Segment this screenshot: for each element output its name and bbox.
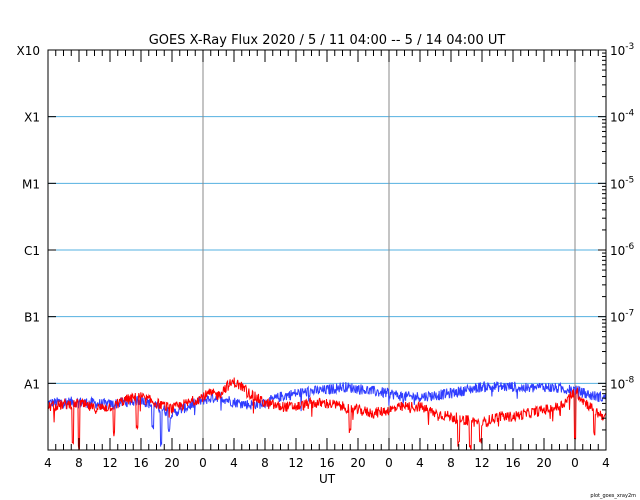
flare-class-label: A1: [24, 377, 40, 391]
x-tick-label: 20: [350, 456, 365, 470]
x-tick-label: 12: [288, 456, 303, 470]
x-tick-label: 4: [602, 456, 610, 470]
flux-scale-label: 10-6: [610, 242, 635, 258]
right-axis-labels: 10-3 10-4 10-5 10-6 10-7 10-8: [610, 42, 635, 391]
chart-title: GOES X-Ray Flux 2020 / 5 / 11 04:00 -- 5…: [149, 33, 506, 48]
x-tick-label: 0: [199, 456, 207, 470]
flare-class-label: X1: [24, 111, 40, 125]
x-tick-label: 12: [102, 456, 117, 470]
x-tick-label: 0: [571, 456, 579, 470]
x-tick-label: 4: [416, 456, 424, 470]
x-tick-label: 16: [133, 456, 148, 470]
x-tick-label: 8: [261, 456, 269, 470]
flare-class-label: C1: [24, 244, 40, 258]
flux-scale-label: 10-4: [610, 109, 635, 125]
x-axis-label: UT: [319, 472, 336, 486]
x-tick-label: 20: [164, 456, 179, 470]
x-tick-label: 4: [230, 456, 238, 470]
flare-class-label: M1: [22, 177, 40, 191]
x-tick-label: 16: [319, 456, 334, 470]
flux-scale-label: 10-3: [610, 42, 634, 58]
x-axis-tick-labels: 4 8 12 16 20 0 4 8 12 16 20 0 4 8 12 16 20 0 4: [44, 456, 610, 470]
x-tick-label: 0: [385, 456, 393, 470]
x-tick-label: 4: [44, 456, 52, 470]
grid-lines: [48, 50, 606, 450]
x-tick-label: 20: [536, 456, 551, 470]
left-axis-labels: X10 X1 M1 C1 B1 A1: [17, 44, 41, 391]
x-tick-label: 16: [505, 456, 520, 470]
x-tick-label: 12: [474, 456, 489, 470]
series-layer: [47, 377, 607, 451]
x-tick-label: 8: [447, 456, 455, 470]
flux-scale-label: 10-5: [610, 175, 634, 191]
flux-scale-label: 10-8: [610, 375, 635, 391]
flux-series-line: [47, 381, 607, 447]
footer-label: plot_goes_xray2m: [590, 493, 636, 499]
flare-class-label: B1: [24, 311, 40, 325]
flux-scale-label: 10-7: [610, 309, 634, 325]
axis-ticks: [48, 50, 606, 450]
x-tick-label: 8: [75, 456, 83, 470]
flux-series-line: [47, 377, 607, 451]
flare-class-label: X10: [17, 44, 41, 58]
